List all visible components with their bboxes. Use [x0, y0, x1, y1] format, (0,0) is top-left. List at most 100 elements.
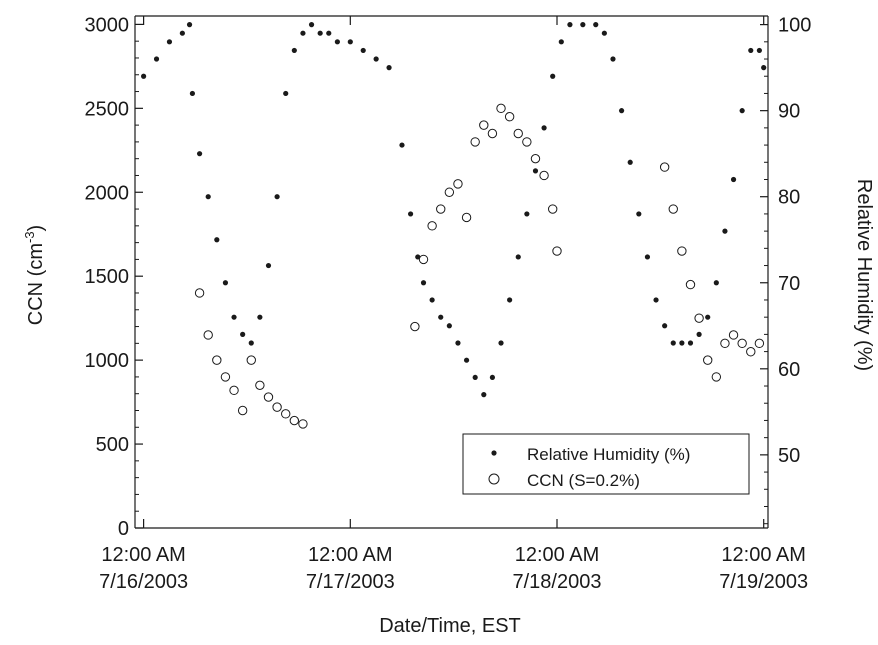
relative-humidity-point: [601, 30, 607, 36]
ccn-point: [298, 419, 308, 429]
relative-humidity-point: [231, 314, 237, 320]
relative-humidity-point: [662, 323, 668, 329]
ccn-point: [436, 204, 446, 214]
legend-label-ccn: CCN (S=0.2%): [527, 471, 640, 490]
x-axis-ticks: 12:00 AM 7/16/2003 12:00 AM 7/17/2003 12:00 …: [99, 16, 808, 593]
relative-humidity-point: [386, 65, 392, 71]
series-ccn: [194, 103, 765, 429]
x-tick-label-time: 12:00 AM: [515, 544, 600, 566]
relative-humidity-point: [407, 211, 414, 217]
relative-humidity-point: [756, 47, 762, 54]
y2-tick-label: 80: [778, 187, 800, 209]
x-tick-label-date: 7/19/2003: [719, 571, 808, 593]
x-tick-label-time: 12:00 AM: [101, 544, 186, 566]
ccn-point: [487, 128, 498, 139]
relative-humidity-point: [153, 56, 160, 62]
legend-marker-relative-humidity: [491, 450, 497, 456]
relative-humidity-point: [644, 254, 651, 260]
relative-humidity-point: [541, 125, 547, 131]
y2-tick-label: 50: [778, 445, 800, 467]
y-axis-ticks: 0 500 1000 1500 2000 2500 3000: [85, 14, 143, 540]
y-axis-title-text: CCN (cm: [25, 243, 47, 325]
relative-humidity-point: [532, 168, 539, 174]
relative-humidity-point: [730, 176, 737, 183]
relative-humidity-point: [334, 39, 340, 45]
relative-humidity-point: [283, 90, 289, 97]
relative-humidity-point: [141, 73, 147, 79]
relative-humidity-point: [687, 340, 694, 346]
ccn-point: [220, 372, 231, 382]
relative-humidity-point: [593, 22, 599, 28]
relative-humidity-point: [274, 194, 280, 200]
relative-humidity-point: [653, 297, 659, 303]
ccn-point: [677, 246, 687, 256]
relative-humidity-point: [524, 211, 530, 217]
relative-humidity-point: [507, 297, 513, 303]
x-tick-label-time: 12:00 AM: [721, 544, 806, 566]
series-relative-humidity: [141, 22, 767, 398]
ccn-point: [530, 153, 541, 164]
relative-humidity-point: [455, 340, 461, 346]
ccn-point: [272, 402, 282, 412]
relative-humidity-point: [399, 142, 405, 148]
relative-humidity-point: [248, 340, 254, 346]
y2-axis-ticks: 50 60 70 80 90 100: [760, 15, 811, 525]
ccn-point: [410, 321, 420, 332]
relative-humidity-point: [415, 254, 421, 260]
ccn-point: [229, 385, 239, 396]
y2-tick-label: 70: [778, 273, 800, 295]
y-tick-label: 1500: [85, 266, 130, 288]
ccn-point: [255, 380, 265, 391]
y-axis-title: CCN (cm-3): [22, 225, 47, 325]
relative-humidity-point: [481, 392, 487, 398]
relative-humidity-point: [300, 30, 306, 36]
ccn-point: [737, 338, 747, 349]
x-tick-label-time: 12:00 AM: [308, 544, 393, 566]
ccn-point: [539, 170, 549, 181]
relative-humidity-point: [257, 314, 263, 320]
relative-humidity-point: [347, 39, 353, 45]
ccn-point: [246, 355, 256, 365]
y2-tick-label: 90: [778, 101, 800, 123]
ccn-point: [453, 179, 463, 189]
relative-humidity-point: [166, 39, 173, 45]
ccn-point: [754, 338, 765, 349]
ccn-point: [513, 128, 523, 139]
y-axis-title-exponent: -3: [22, 231, 37, 243]
y-tick-label: 2000: [85, 182, 130, 204]
relative-humidity-point: [360, 47, 366, 54]
relative-humidity-point: [308, 22, 315, 28]
relative-humidity-point: [186, 22, 193, 28]
relative-humidity-point: [627, 159, 633, 165]
ccn-point: [711, 372, 722, 382]
ccn-point: [728, 330, 739, 340]
relative-humidity-point: [489, 374, 496, 381]
relative-humidity-point: [670, 340, 676, 346]
relative-humidity-point: [463, 357, 470, 363]
relative-humidity-point: [515, 254, 521, 260]
legend-marker-ccn: [488, 473, 500, 485]
relative-humidity-point: [446, 323, 452, 329]
relative-humidity-point: [696, 331, 702, 337]
relative-humidity-point: [438, 314, 444, 320]
ccn-point: [720, 338, 730, 349]
ccn-point: [418, 254, 429, 265]
legend: Relative Humidity (%) CCN (S=0.2%): [462, 433, 750, 495]
relative-humidity-point: [580, 22, 586, 28]
relative-humidity-point: [214, 237, 220, 243]
y2-tick-label: 100: [778, 15, 811, 37]
relative-humidity-point: [550, 73, 556, 79]
ccn-point: [685, 279, 696, 290]
relative-humidity-point: [636, 211, 642, 217]
legend-label-relative-humidity: Relative Humidity (%): [527, 445, 690, 464]
ccn-point: [668, 204, 678, 214]
y-tick-label: 3000: [85, 14, 130, 36]
ccn-point: [444, 187, 455, 197]
x-tick-label-date: 7/17/2003: [306, 571, 395, 593]
ccn-point: [522, 137, 532, 147]
ccn-point: [461, 212, 472, 223]
relative-humidity-point: [373, 56, 379, 62]
ccn-point: [427, 221, 437, 231]
ccn-point: [659, 162, 670, 172]
